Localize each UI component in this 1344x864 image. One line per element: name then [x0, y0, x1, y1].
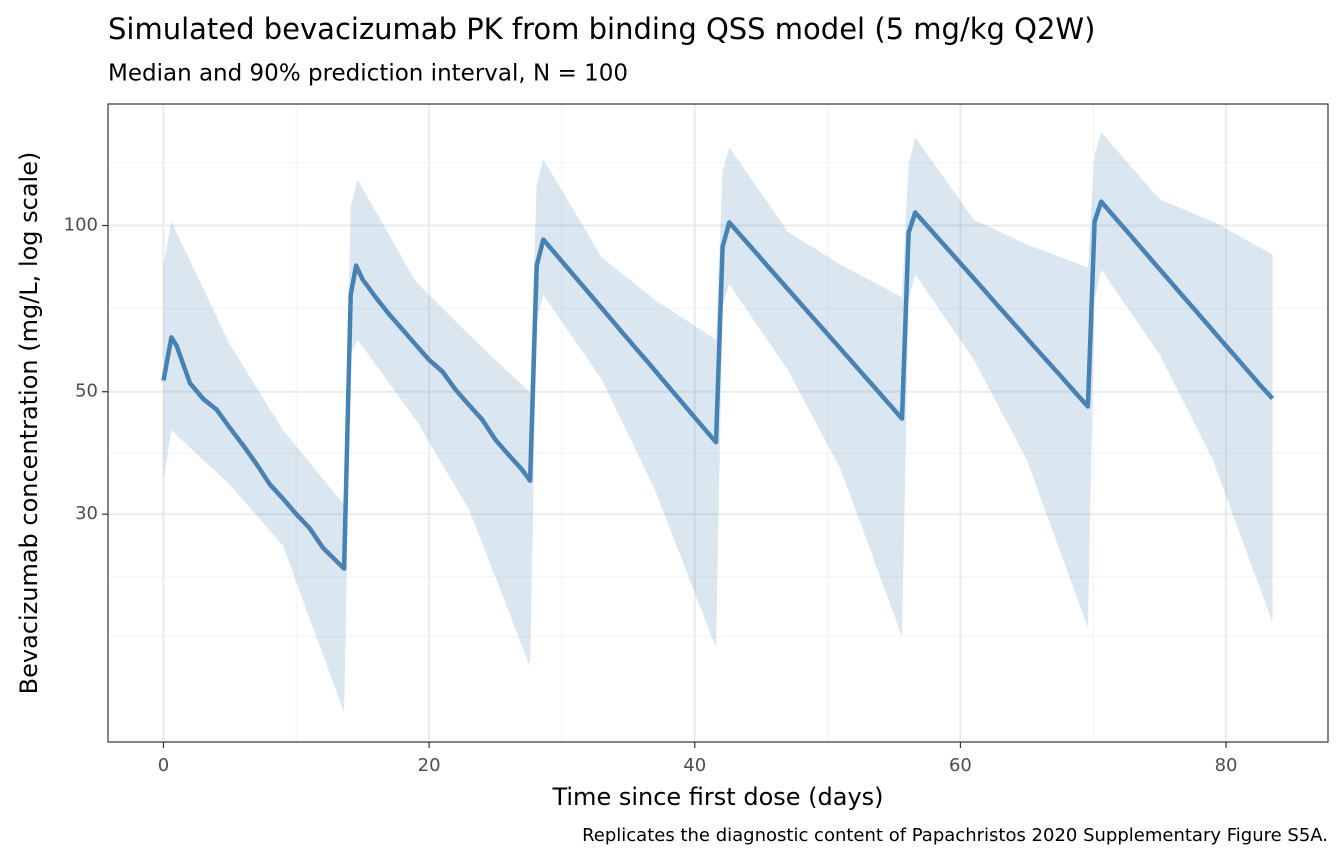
- x-tick-label: 0: [158, 755, 169, 776]
- x-tick-label: 60: [949, 755, 972, 776]
- median-line: [161, 199, 1275, 571]
- chart-subtitle: Median and 90% prediction interval, N = …: [108, 61, 628, 87]
- y-axis-title: Bevacizumab concentration (mg/L, log sca…: [15, 152, 43, 695]
- y-tick-label: 30: [75, 503, 98, 524]
- y-tick-label: 50: [75, 381, 98, 402]
- x-axis-title: Time since first dose (days): [551, 783, 883, 811]
- y-tick-label: 100: [64, 215, 98, 236]
- caption: Replicates the diagnostic content of Pap…: [582, 825, 1328, 846]
- x-tick-label: 80: [1215, 755, 1238, 776]
- chart-title: Simulated bevacizumab PK from binding QS…: [108, 12, 1095, 46]
- panel-border: [107, 103, 1329, 743]
- x-tick-label: 20: [418, 755, 441, 776]
- x-tick-label: 40: [683, 755, 706, 776]
